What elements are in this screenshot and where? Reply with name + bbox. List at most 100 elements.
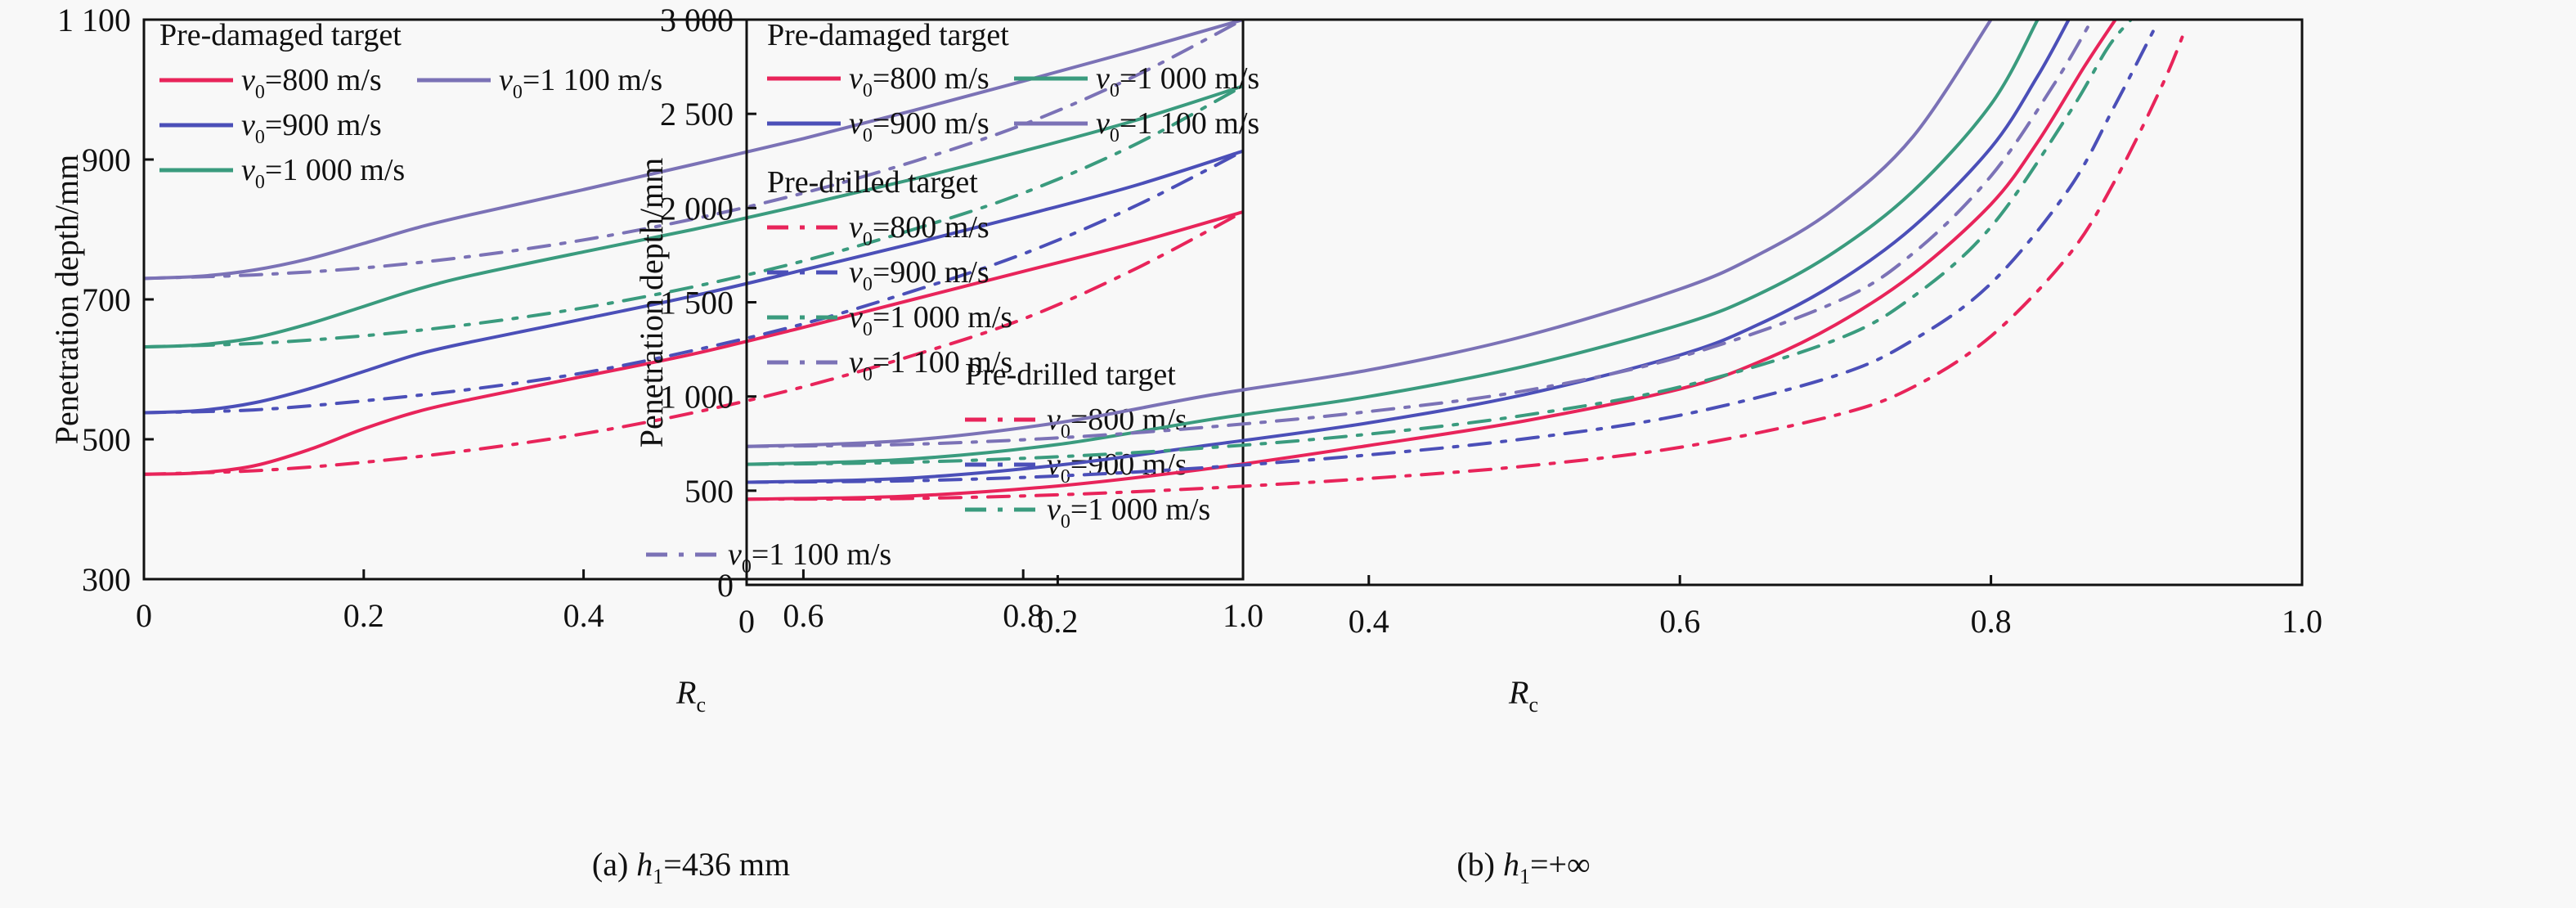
legend-item: v0=900 m/s	[767, 106, 990, 146]
legend-item: v0=1 000 m/s	[1014, 61, 1259, 101]
legend-sub: 0	[863, 274, 873, 295]
series-line-pre-drilled-6	[747, 20, 2133, 466]
legend-group-title: Pre-damaged target	[767, 18, 1009, 52]
panel-a-caption: (a) h1=436 mm	[592, 846, 790, 888]
x-tick-label: 0.6	[1659, 603, 1700, 640]
legend-label: v0=1 100 m/s	[1096, 106, 1259, 146]
y-tick-label: 1 000	[660, 379, 734, 416]
series-line-pre-damaged-0	[144, 210, 1243, 476]
legend-value: =1 100 m/s	[873, 345, 1012, 380]
legend-item: v0=1 100 m/s	[1014, 106, 1259, 146]
y-tick-label: 3 000	[660, 2, 734, 38]
panel-a: 0 0.2 0.4 0.6 0.8 1.0 300 500 700 900 1 100 Penetr…	[48, 2, 1263, 888]
legend-sub: 0	[255, 127, 265, 148]
legend-var: v	[241, 63, 255, 97]
legend-var: v	[241, 108, 255, 142]
legend-item: v0=800 m/s	[767, 61, 990, 101]
legend-value: =1 000 m/s	[265, 153, 405, 187]
y-tick-label: 1 100	[57, 2, 131, 38]
legend-label: v0=800 m/s	[241, 63, 382, 103]
legend-label: v0=900 m/s	[241, 108, 382, 148]
panel-b-ticks: 0 0.2 0.4 0.6 0.8 1.0 0 500 1 000 1 500 2 000 2 500…	[660, 2, 2322, 640]
panel-a-x-axis-title: Rc	[675, 674, 706, 717]
y-tick-label: 700	[82, 281, 131, 318]
legend-sub: 0	[1110, 125, 1120, 146]
x-tick-label: 0	[738, 603, 755, 640]
legend-label: v0=1 000 m/s	[1047, 492, 1210, 533]
legend-sub: 0	[863, 80, 873, 101]
legend-var: v	[849, 255, 863, 290]
legend-var: v	[499, 63, 513, 97]
legend-sub: 0	[863, 229, 873, 250]
legend-label: v0=1 000 m/s	[1096, 61, 1259, 101]
legend-sub: 0	[513, 82, 523, 103]
y-tick-label: 2 500	[660, 96, 734, 133]
legend-value: =900 m/s	[1070, 447, 1187, 482]
y-tick-label: 0	[717, 567, 734, 604]
panel-b-y-axis-title: Penetration depth/mm	[633, 158, 670, 447]
series-line-pre-damaged-3	[144, 20, 1243, 281]
y-tick-label: 2 000	[660, 190, 734, 227]
legend-sub: 0	[1061, 511, 1070, 533]
legend-sub: 0	[1061, 421, 1070, 443]
legend-value: =1 000 m/s	[1070, 492, 1210, 527]
legend-sub: 0	[255, 172, 265, 193]
panel-a-series	[144, 20, 1243, 476]
panel-b-caption: (b) h1=+∞	[1456, 846, 1590, 888]
caption-suffix: =+∞	[1530, 846, 1591, 883]
legend-value: =1 000 m/s	[873, 300, 1012, 335]
legend-item: v0=800 m/s	[159, 63, 382, 103]
legend-label: v0=1 100 m/s	[849, 345, 1012, 385]
legend-label: v0=1 000 m/s	[849, 300, 1012, 340]
series-line-pre-damaged-1	[747, 20, 2071, 484]
y-tick-label: 300	[82, 561, 131, 598]
legend-var: v	[849, 61, 863, 96]
legend-sub: 0	[863, 125, 873, 146]
legend-label: v0=1 000 m/s	[241, 153, 405, 193]
legend-sub: 0	[255, 82, 265, 103]
y-tick-label: 500	[82, 421, 131, 458]
caption-sub: 1	[653, 865, 663, 888]
legend-label: v0=900 m/s	[849, 106, 990, 146]
x-tick-label: 1.0	[2282, 603, 2322, 640]
caption-prefix: (a)	[592, 846, 636, 883]
legend-var: v	[849, 210, 863, 245]
legend-label: v0=900 m/s	[849, 255, 990, 295]
legend-sub: 0	[863, 364, 873, 385]
y-tick-label: 1 500	[660, 285, 734, 321]
legend-sub: 0	[1061, 466, 1070, 488]
x-tick-label: 0	[136, 597, 152, 634]
legend-var: v	[849, 345, 863, 380]
legend-var: v	[849, 300, 863, 335]
series-line-pre-damaged-3	[747, 20, 1993, 448]
panel-b-x-axis-title: Rc	[1508, 674, 1538, 717]
panel-b-series	[747, 20, 2188, 501]
x-tick-label: 0.4	[1349, 603, 1389, 640]
legend-item: v0=1 000 m/s	[965, 492, 1210, 533]
legend-var: v	[1047, 492, 1061, 527]
legend-var: v	[849, 106, 863, 141]
x-tick-label: 1.0	[1223, 597, 1263, 634]
x-tick-label: 0.4	[563, 597, 604, 634]
x-tick-label: 0.8	[1003, 597, 1043, 634]
x-var: R	[675, 674, 696, 711]
legend-value: =1 000 m/s	[1120, 61, 1259, 96]
legend-var: v	[728, 537, 742, 572]
legend-value: =1 100 m/s	[1120, 106, 1259, 141]
series-line-pre-drilled-5	[747, 27, 2156, 484]
series-line-pre-damaged-2	[144, 84, 1243, 349]
y-tick-label: 500	[684, 473, 734, 510]
legend-value: =800 m/s	[873, 210, 990, 245]
legend-item: v0=1 000 m/s	[159, 153, 405, 193]
caption-suffix: =436 mm	[663, 846, 790, 883]
legend-value: =900 m/s	[265, 108, 382, 142]
legend-label: v0=800 m/s	[849, 61, 990, 101]
legend-group-title: Pre-damaged target	[159, 18, 402, 52]
x-sub: c	[696, 693, 706, 717]
x-tick-label: 0.8	[1971, 603, 2012, 640]
caption-prefix: (b)	[1456, 846, 1503, 883]
legend-value: =1 100 m/s	[523, 63, 662, 97]
